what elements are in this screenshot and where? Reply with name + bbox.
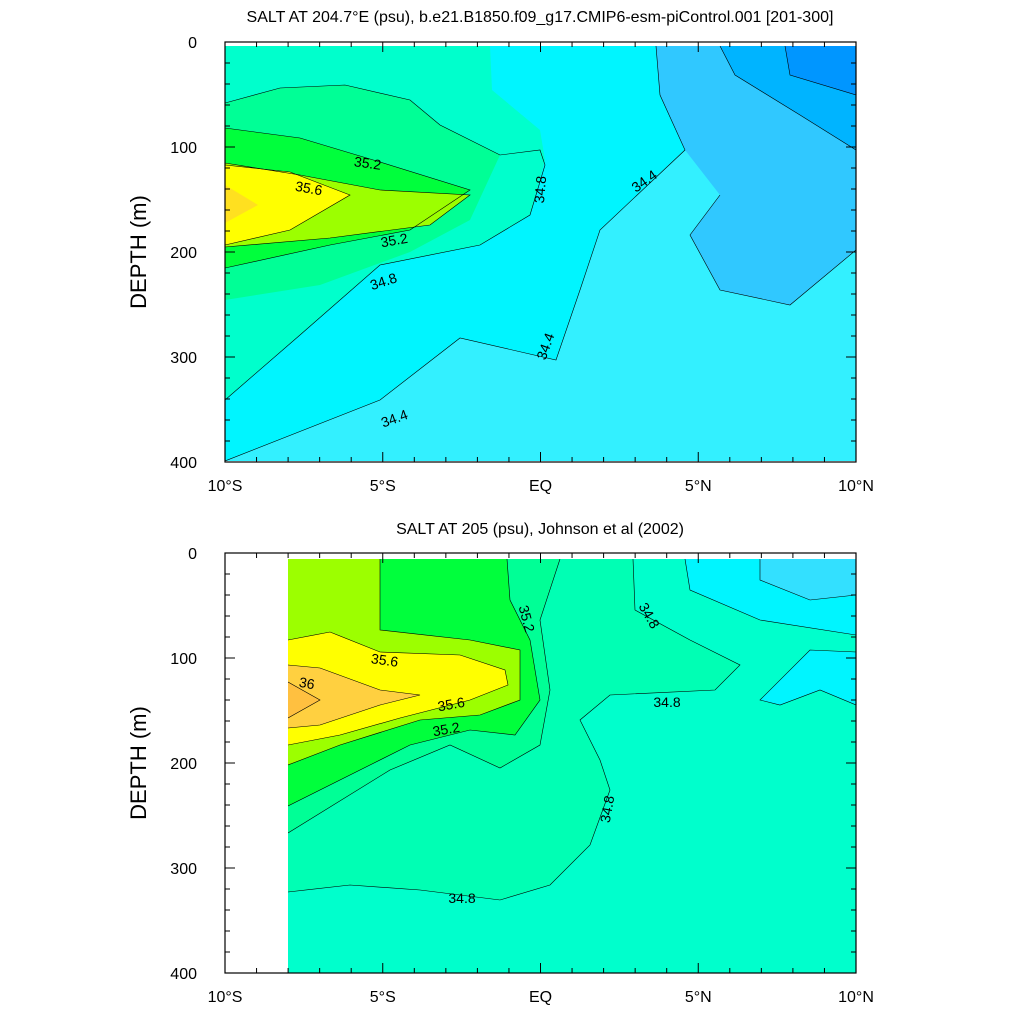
panel-1-axes: 10°S 5°S EQ 5°N 10°N 0 100 200 300 400	[170, 35, 874, 495]
region-36-1	[288, 682, 320, 718]
contour-label: 34.8	[653, 694, 680, 710]
contour-35-2-a	[225, 127, 471, 269]
contour-35-6	[225, 164, 351, 246]
region-34-5-b	[760, 650, 856, 705]
y-tick-label: 200	[170, 756, 197, 773]
panel-2: SALT AT 205 (psu), Johnson et al (2002)	[126, 521, 874, 1006]
contour-35-6	[288, 631, 509, 746]
contour-35-4	[288, 559, 521, 766]
contour-label: 35.2	[516, 603, 539, 634]
contour-34-4	[225, 46, 686, 461]
x-tick-label: EQ	[529, 989, 552, 1006]
contour-label: 35.2	[431, 719, 461, 740]
y-tick-label: 200	[170, 245, 197, 262]
panel-2-title: SALT AT 205 (psu), Johnson et al (2002)	[396, 521, 684, 538]
contour-34-2	[719, 46, 856, 151]
panel-1-title: SALT AT 204.7°E (psu), b.e21.B1850.f09_g…	[247, 9, 834, 26]
region-35-9	[225, 185, 258, 223]
y-tick-label: 400	[170, 966, 197, 983]
x-tick-label: 10°N	[838, 989, 874, 1006]
contour-35-8	[288, 664, 421, 729]
contour-34-0	[784, 46, 856, 96]
contour-label: 34.8	[597, 794, 618, 824]
contour-label: 35.6	[294, 178, 324, 199]
x-tick-label: 10°S	[208, 989, 243, 1006]
y-tick-label: 100	[170, 140, 197, 157]
contour-34-4-n	[689, 194, 856, 306]
contour-36-0	[288, 681, 321, 719]
x-tick-label: 10°S	[208, 478, 243, 495]
y-tick-label: 0	[188, 35, 197, 52]
region-34-3	[760, 559, 856, 600]
contour-34-8	[225, 84, 546, 401]
panel-1: SALT AT 204.7°E (psu), b.e21.B1850.f09_g…	[126, 9, 874, 495]
contour-label: 35.6	[370, 650, 399, 670]
contour-label: 36	[298, 674, 316, 692]
contour-35-2	[288, 559, 541, 807]
x-tick-label: 5°S	[370, 478, 396, 495]
x-tick-label: 5°S	[370, 989, 396, 1006]
contour-34-4	[759, 559, 856, 601]
contour-label: 35.2	[353, 153, 382, 173]
x-tick-label: 5°N	[685, 989, 712, 1006]
panel-2-contour-labels: 35.2 34.8 35.6 36 35.6 35.2 34.8 34.8 34…	[298, 600, 681, 906]
y-tick-label: 0	[188, 546, 197, 563]
y-tick-label: 300	[170, 350, 197, 367]
y-tick-label: 400	[170, 455, 197, 472]
contour-label: 34.8	[448, 890, 475, 906]
contour-35-2-b	[225, 162, 471, 248]
x-tick-label: 10°N	[838, 478, 874, 495]
contour-label: 35.6	[436, 694, 466, 715]
contour-35-0	[288, 559, 561, 834]
panel-1-ylabel: DEPTH (m)	[126, 195, 151, 309]
contour-label: 34.8	[531, 175, 549, 204]
region-35-9	[288, 665, 420, 728]
panel-2-ylabel: DEPTH (m)	[126, 706, 151, 820]
panel-2-axes: 10°S 5°S EQ 5°N 10°N 0 100 200 300 400	[170, 546, 874, 1006]
region-35-7	[225, 165, 350, 245]
contour-34-8	[288, 559, 741, 901]
x-tick-label: 5°N	[685, 478, 712, 495]
x-tick-label: EQ	[529, 478, 552, 495]
contour-34-6-b	[759, 649, 856, 706]
contour-label: 35.2	[379, 230, 409, 251]
region-33-9	[785, 46, 856, 95]
panel-2-field	[288, 559, 856, 973]
y-tick-label: 100	[170, 651, 197, 668]
panel-1-field	[225, 46, 856, 461]
panel-2-no-data	[226, 559, 287, 973]
y-tick-label: 300	[170, 861, 197, 878]
contour-34-6-a	[684, 559, 856, 636]
